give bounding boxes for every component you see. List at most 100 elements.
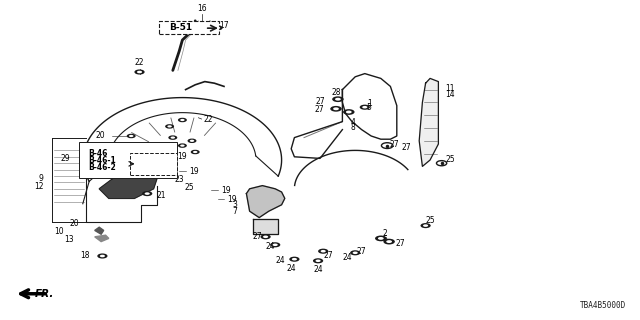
Circle shape xyxy=(292,258,297,260)
Circle shape xyxy=(151,156,156,158)
Text: 29: 29 xyxy=(61,154,70,163)
Text: 27: 27 xyxy=(396,239,405,248)
Circle shape xyxy=(146,163,151,165)
Circle shape xyxy=(143,161,154,166)
Text: TBA4B5000D: TBA4B5000D xyxy=(580,301,626,310)
Text: 28: 28 xyxy=(332,88,341,97)
Circle shape xyxy=(350,250,360,255)
Circle shape xyxy=(423,224,428,227)
Text: B-51: B-51 xyxy=(170,23,193,32)
Text: 24: 24 xyxy=(342,253,352,262)
Text: 7: 7 xyxy=(232,207,237,216)
Polygon shape xyxy=(253,219,278,234)
Circle shape xyxy=(375,236,387,241)
Circle shape xyxy=(156,163,161,165)
Circle shape xyxy=(378,237,383,240)
Text: 17: 17 xyxy=(219,21,228,30)
Text: 22: 22 xyxy=(204,115,213,124)
Circle shape xyxy=(170,136,175,139)
Text: 19: 19 xyxy=(177,152,187,161)
Circle shape xyxy=(346,110,352,113)
Text: 18: 18 xyxy=(80,252,90,260)
Circle shape xyxy=(333,107,339,110)
Circle shape xyxy=(362,106,367,108)
Text: 24: 24 xyxy=(313,265,323,274)
Text: 20: 20 xyxy=(69,220,79,228)
Circle shape xyxy=(330,106,342,112)
Circle shape xyxy=(260,234,271,239)
Circle shape xyxy=(180,119,184,121)
Text: 25: 25 xyxy=(184,183,194,192)
Text: 11: 11 xyxy=(445,84,454,93)
Circle shape xyxy=(100,255,105,257)
Text: 1: 1 xyxy=(367,99,371,108)
Circle shape xyxy=(360,105,370,110)
Circle shape xyxy=(188,139,196,143)
Circle shape xyxy=(166,163,172,165)
Circle shape xyxy=(170,152,175,155)
Text: 21: 21 xyxy=(157,191,166,200)
Text: 24: 24 xyxy=(275,256,285,265)
Circle shape xyxy=(180,144,184,147)
Circle shape xyxy=(318,249,328,254)
Circle shape xyxy=(332,96,344,102)
Text: 27: 27 xyxy=(314,105,324,114)
Circle shape xyxy=(161,148,165,150)
Circle shape xyxy=(129,135,134,137)
Circle shape xyxy=(212,25,223,30)
Text: 4: 4 xyxy=(351,118,356,127)
Polygon shape xyxy=(246,186,285,218)
Text: 25: 25 xyxy=(445,155,455,164)
Polygon shape xyxy=(104,156,114,161)
Circle shape xyxy=(387,240,392,243)
Text: 13: 13 xyxy=(64,235,74,244)
Text: 12: 12 xyxy=(34,182,44,191)
Circle shape xyxy=(168,135,177,140)
Circle shape xyxy=(321,250,326,252)
Circle shape xyxy=(168,125,172,127)
Text: 10: 10 xyxy=(54,228,64,236)
Circle shape xyxy=(335,98,341,100)
Text: 19: 19 xyxy=(189,167,198,176)
Circle shape xyxy=(313,258,323,263)
Text: 5: 5 xyxy=(367,103,372,112)
Circle shape xyxy=(145,192,150,195)
Text: 26: 26 xyxy=(136,146,146,155)
Circle shape xyxy=(142,191,152,196)
Circle shape xyxy=(137,71,142,73)
FancyBboxPatch shape xyxy=(159,21,219,34)
Text: 27: 27 xyxy=(316,97,325,106)
Text: B-46-2: B-46-2 xyxy=(88,163,116,172)
Circle shape xyxy=(215,27,220,29)
FancyBboxPatch shape xyxy=(130,153,177,175)
Text: 27: 27 xyxy=(323,252,333,260)
Polygon shape xyxy=(419,78,438,166)
Text: 19: 19 xyxy=(227,195,237,204)
Circle shape xyxy=(164,161,174,166)
Circle shape xyxy=(189,140,195,142)
FancyBboxPatch shape xyxy=(79,142,177,178)
Text: 16: 16 xyxy=(197,4,207,13)
Text: 27: 27 xyxy=(356,247,366,256)
Text: 19: 19 xyxy=(221,186,230,195)
Text: 14: 14 xyxy=(445,90,454,99)
Text: 8: 8 xyxy=(351,124,355,132)
Text: 9: 9 xyxy=(38,174,44,183)
Circle shape xyxy=(383,239,395,244)
Text: 23: 23 xyxy=(174,175,184,184)
Circle shape xyxy=(165,124,174,129)
Text: 24: 24 xyxy=(286,264,296,273)
Text: 22: 22 xyxy=(135,58,144,67)
Text: 27: 27 xyxy=(389,140,399,149)
Circle shape xyxy=(273,244,278,246)
Polygon shape xyxy=(95,235,109,242)
Circle shape xyxy=(134,69,145,75)
Text: 24: 24 xyxy=(266,242,275,251)
Text: FR.: FR. xyxy=(35,289,54,299)
Polygon shape xyxy=(95,227,104,234)
Text: B-46: B-46 xyxy=(88,149,108,158)
Circle shape xyxy=(420,223,431,228)
Circle shape xyxy=(191,150,200,154)
Circle shape xyxy=(193,151,197,153)
Text: 26: 26 xyxy=(136,152,146,161)
